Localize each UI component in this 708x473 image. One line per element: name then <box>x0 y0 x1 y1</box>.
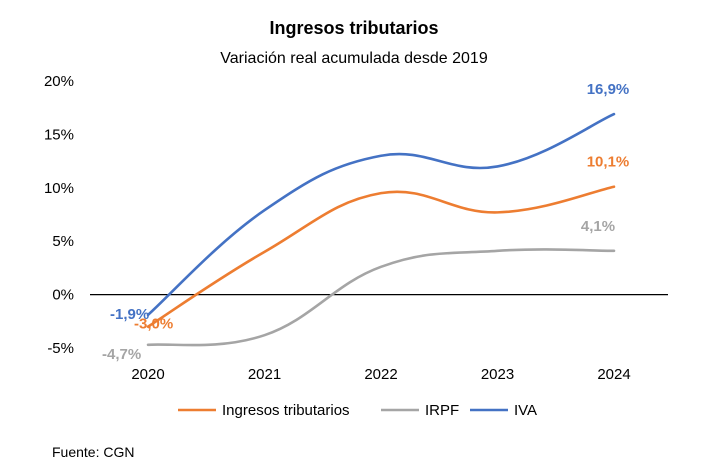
data-label-ingresos-tributarios: 10,1% <box>587 154 630 171</box>
x-tick-label: 2021 <box>248 366 281 383</box>
series-line-ingresos-tributarios <box>146 185 616 328</box>
legend-label-ingresos-tributarios: Ingresos tributarios <box>222 402 350 419</box>
data-label-iva: 16,9% <box>587 81 630 98</box>
x-tick-label: 2024 <box>597 366 630 383</box>
data-label-ingresos-tributarios: -3,0% <box>134 316 173 333</box>
data-label-iva: -1,9% <box>110 306 149 323</box>
x-tick-label: 2020 <box>131 366 164 383</box>
y-tick-label: 5% <box>52 233 74 250</box>
series-line-iva <box>146 112 616 317</box>
y-tick-label: -5% <box>47 340 74 357</box>
chart-subtitle: Variación real acumulada desde 2019 <box>220 50 488 67</box>
chart-title: Ingresos tributarios <box>269 18 438 38</box>
source-note: Fuente: CGN <box>52 444 134 460</box>
data-label-irpf: 4,1% <box>581 218 615 235</box>
legend-label-irpf: IRPF <box>425 402 459 419</box>
x-tick-label: 2023 <box>481 366 514 383</box>
y-tick-label: 15% <box>44 126 74 143</box>
x-tick-label: 2022 <box>364 366 397 383</box>
series-line-irpf <box>146 248 616 347</box>
legend-label-iva: IVA <box>514 402 537 419</box>
y-tick-label: 0% <box>52 287 74 304</box>
y-tick-label: 20% <box>44 73 74 90</box>
data-label-irpf: -4,7% <box>102 346 141 363</box>
y-tick-label: 10% <box>44 180 74 197</box>
